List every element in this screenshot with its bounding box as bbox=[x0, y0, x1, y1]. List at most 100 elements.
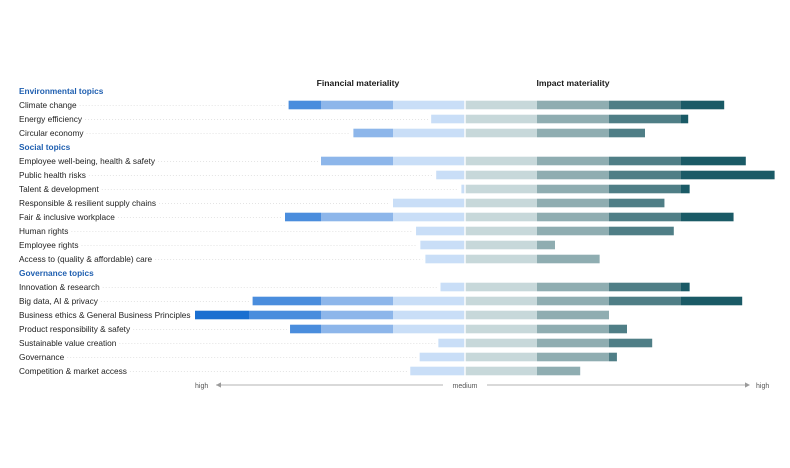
impact-bar-sustainable-value-creation-band-3 bbox=[609, 338, 653, 348]
financial-bar-energy-efficiency-band-1 bbox=[431, 114, 465, 124]
group-label-social-topics: Social topics bbox=[19, 142, 71, 152]
impact-bar-talent-development-band-1 bbox=[465, 184, 537, 194]
financial-bar-product-responsibility-safety-band-2 bbox=[321, 324, 393, 334]
impact-bar-business-ethics-general-business-principles-band-2 bbox=[537, 310, 609, 320]
financial-bar-product-responsibility-safety-band-3 bbox=[290, 324, 321, 334]
impact-bar-big-data-ai-privacy-band-4 bbox=[681, 296, 743, 306]
impact-bar-employee-well-being-health-safety-band-4 bbox=[681, 156, 746, 166]
financial-bar-sustainable-value-creation-band-1 bbox=[438, 338, 465, 348]
financial-bar-business-ethics-general-business-principles-band-3 bbox=[249, 310, 321, 320]
impact-bar-public-health-risks-band-3 bbox=[609, 170, 681, 180]
financial-bar-business-ethics-general-business-principles-band-2 bbox=[321, 310, 393, 320]
impact-bar-human-rights-band-1 bbox=[465, 226, 537, 236]
financial-bar-fair-inclusive-workplace-band-2 bbox=[321, 212, 393, 222]
financial-bar-big-data-ai-privacy-band-3 bbox=[252, 296, 321, 306]
topic-label-climate-change: Climate change bbox=[19, 100, 77, 110]
impact-bar-access-to-quality-affordable-care-band-1 bbox=[465, 254, 537, 264]
impact-bar-product-responsibility-safety-band-1 bbox=[465, 324, 537, 334]
scale-axis: high medium high bbox=[195, 382, 769, 390]
impact-bar-big-data-ai-privacy-band-2 bbox=[537, 296, 609, 306]
topic-label-circular-economy: Circular economy bbox=[19, 128, 84, 138]
impact-bar-governance-band-3 bbox=[609, 352, 617, 362]
topic-label-employee-rights: Employee rights bbox=[19, 240, 79, 250]
impact-bar-human-rights-band-3 bbox=[609, 226, 674, 236]
impact-bar-employee-well-being-health-safety-band-3 bbox=[609, 156, 681, 166]
financial-bar-employee-rights-band-1 bbox=[420, 240, 465, 250]
axis-center-label: medium bbox=[453, 383, 478, 390]
impact-materiality-header: Impact materiality bbox=[536, 78, 609, 88]
financial-bar-innovation-research-band-1 bbox=[440, 282, 465, 292]
axis-arrow-left-icon bbox=[216, 382, 221, 388]
financial-bar-responsible-resilient-supply-chains-band-1 bbox=[393, 198, 465, 208]
impact-bar-product-responsibility-safety-band-3 bbox=[609, 324, 627, 334]
impact-bar-circular-economy-band-3 bbox=[609, 128, 645, 138]
financial-bar-human-rights-band-1 bbox=[416, 226, 465, 236]
impact-bar-big-data-ai-privacy-band-1 bbox=[465, 296, 537, 306]
impact-bar-innovation-research-band-1 bbox=[465, 282, 537, 292]
impact-bar-employee-rights-band-2 bbox=[537, 240, 555, 250]
axis-right-label: high bbox=[756, 383, 769, 390]
impact-bar-governance-band-1 bbox=[465, 352, 537, 362]
topic-label-product-responsibility-safety: Product responsibility & safety bbox=[19, 324, 131, 334]
financial-bar-business-ethics-general-business-principles-band-1 bbox=[393, 310, 465, 320]
impact-bar-talent-development-band-2 bbox=[537, 184, 609, 194]
financial-bar-talent-development-band-1 bbox=[461, 184, 465, 194]
impact-bar-business-ethics-general-business-principles-band-1 bbox=[465, 310, 537, 320]
topic-label-talent-development: Talent & development bbox=[19, 184, 99, 194]
topic-label-employee-well-being-health-safety: Employee well-being, health & safety bbox=[19, 156, 156, 166]
financial-bar-competition-market-access-band-1 bbox=[410, 366, 465, 376]
financial-bar-big-data-ai-privacy-band-2 bbox=[321, 296, 393, 306]
group-label-governance-topics: Governance topics bbox=[19, 268, 94, 278]
group-label-environmental-topics: Environmental topics bbox=[19, 86, 104, 96]
impact-bar-fair-inclusive-workplace-band-3 bbox=[609, 212, 681, 222]
topic-label-fair-inclusive-workplace: Fair & inclusive workplace bbox=[19, 212, 115, 222]
impact-bar-energy-efficiency-band-3 bbox=[609, 114, 681, 124]
impact-bar-climate-change-band-3 bbox=[609, 100, 681, 110]
impact-bar-innovation-research-band-2 bbox=[537, 282, 609, 292]
topic-label-responsible-resilient-supply-chains: Responsible & resilient supply chains bbox=[19, 198, 156, 208]
impact-bar-product-responsibility-safety-band-2 bbox=[537, 324, 609, 334]
impact-bar-governance-band-2 bbox=[537, 352, 609, 362]
financial-materiality-header: Financial materiality bbox=[317, 78, 400, 88]
topic-label-access-to-quality-affordable-care: Access to (quality & affordable) care bbox=[19, 254, 153, 264]
financial-bar-big-data-ai-privacy-band-1 bbox=[393, 296, 465, 306]
impact-bar-innovation-research-band-4 bbox=[681, 282, 690, 292]
impact-bar-energy-efficiency-band-1 bbox=[465, 114, 537, 124]
impact-bar-public-health-risks-band-4 bbox=[681, 170, 775, 180]
financial-bar-climate-change-band-1 bbox=[393, 100, 465, 110]
impact-bar-responsible-resilient-supply-chains-band-3 bbox=[609, 198, 665, 208]
financial-bar-circular-economy-band-1 bbox=[393, 128, 465, 138]
impact-bar-employee-well-being-health-safety-band-1 bbox=[465, 156, 537, 166]
financial-bar-product-responsibility-safety-band-1 bbox=[393, 324, 465, 334]
impact-bar-responsible-resilient-supply-chains-band-1 bbox=[465, 198, 537, 208]
impact-bar-sustainable-value-creation-band-1 bbox=[465, 338, 537, 348]
topic-rows: Environmental topics Climate change Energy… bbox=[19, 86, 775, 376]
impact-bar-human-rights-band-2 bbox=[537, 226, 609, 236]
financial-bar-employee-well-being-health-safety-band-2 bbox=[321, 156, 393, 166]
impact-bar-innovation-research-band-3 bbox=[609, 282, 681, 292]
topic-label-governance: Governance bbox=[19, 352, 65, 362]
financial-bar-public-health-risks-band-1 bbox=[436, 170, 465, 180]
topic-label-innovation-research: Innovation & research bbox=[19, 282, 100, 292]
impact-bar-fair-inclusive-workplace-band-1 bbox=[465, 212, 537, 222]
impact-bar-energy-efficiency-band-4 bbox=[681, 114, 689, 124]
impact-bar-competition-market-access-band-2 bbox=[537, 366, 581, 376]
financial-bar-business-ethics-general-business-principles-band-4 bbox=[195, 310, 249, 320]
impact-bar-climate-change-band-2 bbox=[537, 100, 609, 110]
impact-bar-talent-development-band-3 bbox=[609, 184, 681, 194]
topic-label-big-data-ai-privacy: Big data, AI & privacy bbox=[19, 296, 99, 306]
impact-bar-competition-market-access-band-1 bbox=[465, 366, 537, 376]
impact-bar-sustainable-value-creation-band-2 bbox=[537, 338, 609, 348]
topic-label-business-ethics-general-business-principles: Business ethics & General Business Princ… bbox=[19, 310, 191, 320]
financial-bar-circular-economy-band-2 bbox=[353, 128, 393, 138]
axis-arrow-right-icon bbox=[745, 382, 750, 388]
impact-bar-fair-inclusive-workplace-band-2 bbox=[537, 212, 609, 222]
impact-bar-responsible-resilient-supply-chains-band-2 bbox=[537, 198, 609, 208]
topic-label-human-rights: Human rights bbox=[19, 226, 68, 236]
impact-bar-energy-efficiency-band-2 bbox=[537, 114, 609, 124]
impact-bar-big-data-ai-privacy-band-3 bbox=[609, 296, 681, 306]
impact-bar-access-to-quality-affordable-care-band-2 bbox=[537, 254, 600, 264]
impact-bar-employee-well-being-health-safety-band-2 bbox=[537, 156, 609, 166]
impact-bar-public-health-risks-band-1 bbox=[465, 170, 537, 180]
